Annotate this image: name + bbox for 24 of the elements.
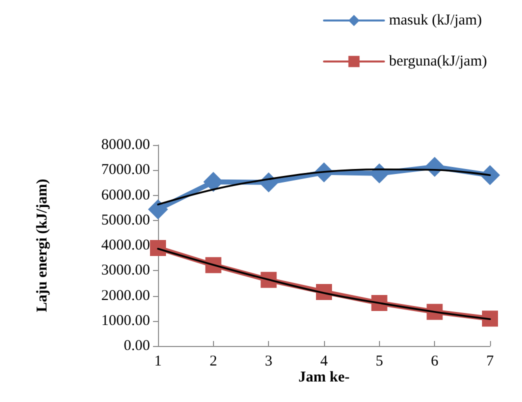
legend-label: berguna(kJ/jam) bbox=[388, 54, 488, 70]
y-tick-label: 8000.00 bbox=[101, 137, 150, 153]
x-tick-label: 6 bbox=[430, 354, 439, 370]
x-axis-title: Jam ke- bbox=[298, 369, 350, 386]
y-tick-label: 6000.00 bbox=[101, 187, 150, 204]
x-tick-label: 4 bbox=[320, 354, 328, 370]
x-tick-label: 1 bbox=[154, 354, 162, 370]
y-tick-label: 7000.00 bbox=[101, 162, 150, 178]
point bbox=[150, 240, 166, 256]
y-tick-label: 3000.00 bbox=[101, 262, 150, 279]
y-tick-label: 1000.00 bbox=[101, 312, 150, 329]
y-tick-label: 2000.00 bbox=[101, 288, 150, 304]
y-tick-label: 5000.00 bbox=[101, 212, 150, 228]
x-tick-label: 7 bbox=[486, 354, 494, 370]
legend-label: masuk (kJ/jam) bbox=[388, 12, 482, 28]
y-tick-label: 4000.00 bbox=[101, 238, 150, 254]
x-tick-label: 2 bbox=[210, 354, 218, 370]
point bbox=[148, 199, 168, 220]
x-tick-label: 3 bbox=[264, 354, 272, 370]
point bbox=[482, 310, 498, 327]
point bbox=[480, 165, 500, 186]
x-tick-label: 5 bbox=[376, 354, 384, 370]
y-tick-label: 0.00 bbox=[124, 338, 150, 354]
y-axis-title: Laju energi (kJ/jam) bbox=[34, 178, 50, 312]
